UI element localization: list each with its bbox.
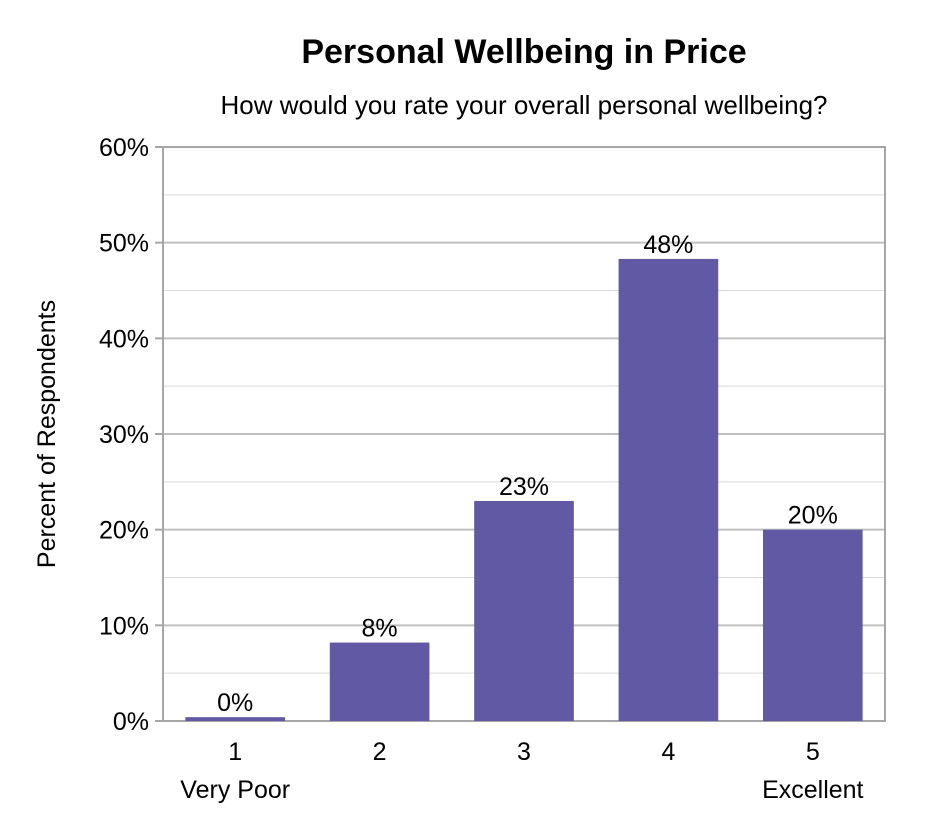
- x-tick-label: 2: [373, 738, 387, 766]
- bar: [329, 642, 430, 721]
- plot-area: 0% 10% 20% 30% 40% 50% 60% 0% 1 Very Poor 8% 2 23% 3 4…: [99, 134, 886, 804]
- bar: [185, 717, 286, 721]
- y-tick-label: 60%: [99, 134, 149, 162]
- y-tick-label: 20%: [99, 517, 149, 545]
- data-label: 0%: [217, 689, 253, 717]
- x-tick-sublabel: Excellent: [762, 776, 863, 804]
- data-label: 8%: [362, 615, 398, 643]
- y-tick-label: 50%: [99, 230, 149, 258]
- chart-title: Personal Wellbeing in Price: [301, 33, 746, 71]
- bar: [474, 500, 574, 721]
- data-label: 48%: [643, 231, 693, 259]
- x-tick-label: 1: [228, 738, 242, 766]
- y-tick-label: 30%: [99, 421, 149, 449]
- x-tick-label: 4: [661, 738, 675, 766]
- y-tick-label: 0%: [113, 708, 149, 736]
- x-tick-label: 5: [806, 738, 820, 766]
- bar: [618, 258, 719, 721]
- y-tick-label: 40%: [99, 325, 149, 353]
- y-axis-label: Percent of Respondents: [33, 300, 61, 568]
- x-tick-sublabel: Very Poor: [180, 776, 290, 804]
- bar: [762, 529, 863, 721]
- x-tick-label: 3: [517, 738, 531, 766]
- y-tick-label: 10%: [99, 612, 149, 640]
- chart-subtitle: How would you rate your overall personal…: [220, 90, 827, 120]
- data-label: 20%: [788, 502, 838, 530]
- data-label: 23%: [499, 473, 549, 501]
